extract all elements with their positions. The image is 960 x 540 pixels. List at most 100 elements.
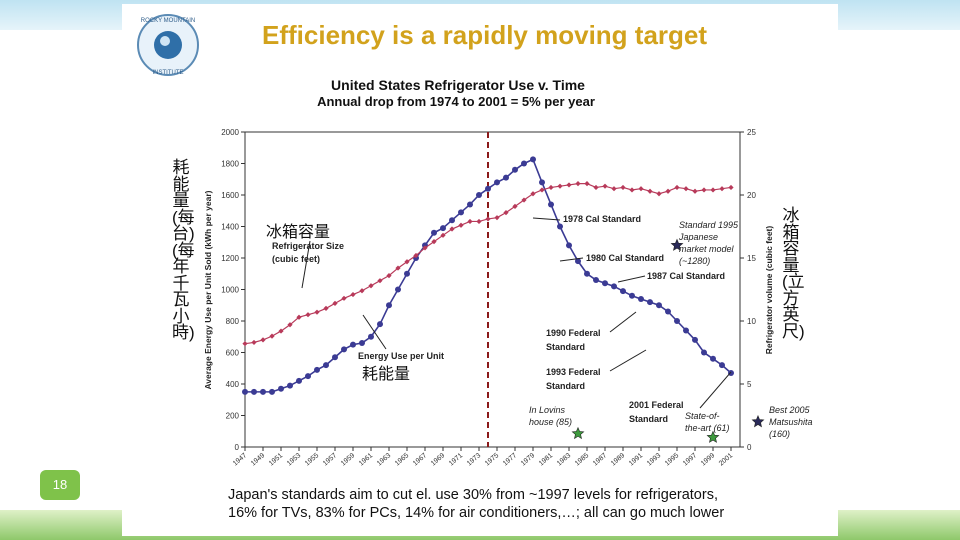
- state-of-art-label: the-art (61): [685, 423, 730, 433]
- x-tick-label: 1983: [556, 452, 573, 467]
- lovins-label: house (85): [529, 417, 572, 427]
- state-of-art-label: State-of-: [685, 411, 720, 421]
- size-point: [287, 322, 293, 328]
- chart-subtitle: Annual drop from 1974 to 2001 = 5% per y…: [317, 94, 595, 109]
- institute-logo: ROCKY MOUNTAIN INSTITUTE: [137, 14, 199, 76]
- energy-point: [494, 179, 500, 186]
- size-point: [242, 341, 248, 347]
- energy-point: [458, 209, 464, 216]
- energy-point: [485, 185, 491, 192]
- size-point: [413, 252, 419, 259]
- size-point: [332, 300, 338, 306]
- size-point: [611, 186, 617, 192]
- std-1987-arrow: [617, 275, 646, 283]
- size-point: [377, 278, 383, 284]
- size-point: [260, 337, 266, 343]
- footer-line-2: 16% for TVs, 83% for PCs, 14% for air co…: [228, 505, 725, 521]
- energy-point: [377, 321, 383, 328]
- size-point: [548, 184, 554, 191]
- y2-tick-label: 25: [747, 128, 756, 137]
- size-point: [404, 259, 410, 265]
- energy-point: [350, 341, 356, 348]
- x-tick-label: 1947: [232, 452, 249, 467]
- size-point: [665, 188, 671, 194]
- size-point: [251, 339, 257, 346]
- x-tick-label: 1949: [250, 452, 267, 467]
- size-point: [584, 181, 590, 187]
- energy-point: [431, 229, 437, 236]
- size-point: [692, 188, 698, 194]
- energy-point: [242, 388, 248, 395]
- page-number: 18: [40, 470, 80, 500]
- std-1990-arrow: [609, 311, 637, 333]
- energy-point: [287, 382, 293, 389]
- x-tick-label: 1993: [646, 452, 663, 467]
- x-tick-label: 1951: [268, 452, 285, 467]
- x-tick-label: 1989: [610, 452, 627, 467]
- size-point: [683, 186, 689, 192]
- energy-point: [620, 288, 626, 295]
- size-cjk-label: 冰箱容量: [266, 224, 331, 241]
- left-axis-cjk-label: 耗能量(每台)(每年千瓦小時): [172, 158, 195, 342]
- size-point: [674, 184, 680, 191]
- std-1980-arrow: [559, 257, 584, 262]
- best-2005-label: (160): [769, 429, 790, 439]
- best-2005-label: Matsushita: [769, 417, 813, 427]
- size-point: [701, 187, 707, 193]
- energy-point: [692, 336, 698, 343]
- x-tick-label: 1971: [448, 452, 465, 467]
- size-point: [440, 232, 446, 238]
- std-1987-label: 1987 Cal Standard: [647, 271, 725, 281]
- energy-point: [710, 355, 716, 362]
- std-1978-arrow: [532, 217, 561, 221]
- size-point: [458, 222, 464, 228]
- y-axis-label: Average Energy Use per Unit Sold (kWh pe…: [203, 190, 213, 389]
- best-2005-star: [751, 415, 765, 428]
- energy-point: [665, 308, 671, 315]
- x-tick-label: 1961: [358, 452, 375, 467]
- refrigerator-chart: United States Refrigerator Use v. TimeAn…: [203, 77, 813, 468]
- energy-point: [548, 201, 554, 208]
- x-tick-label: 1955: [304, 452, 321, 467]
- size-point: [521, 197, 527, 203]
- size-point: [620, 184, 626, 191]
- energy-point: [512, 166, 518, 173]
- japan-model-label: Standard 1995: [679, 220, 739, 230]
- energy-point: [467, 201, 473, 208]
- energy-point: [323, 362, 329, 369]
- size-point: [512, 203, 518, 209]
- energy-point: [368, 333, 374, 340]
- energy-point: [611, 283, 617, 290]
- size-point: [530, 191, 536, 197]
- x-tick-label: 1967: [412, 452, 429, 467]
- y2-tick-label: 15: [747, 254, 756, 263]
- x-tick-label: 1963: [376, 452, 393, 467]
- size-point: [350, 291, 356, 298]
- y-tick-label: 1200: [221, 254, 239, 263]
- energy-point: [386, 302, 392, 309]
- energy-point: [530, 156, 536, 163]
- energy-point: [647, 299, 653, 306]
- x-tick-label: 1965: [394, 452, 411, 467]
- size-point: [566, 182, 572, 188]
- energy-cjk-label: 耗能量: [362, 366, 411, 383]
- size-point: [368, 283, 374, 289]
- energy-point: [278, 385, 284, 392]
- y2-tick-label: 10: [747, 317, 756, 326]
- std-1993-label-2: Standard: [546, 381, 585, 391]
- energy-label: Energy Use per Unit: [358, 351, 444, 361]
- energy-point: [341, 346, 347, 353]
- energy-point: [638, 295, 644, 302]
- energy-point: [476, 192, 482, 198]
- size-point: [395, 265, 401, 271]
- energy-arrow: [362, 314, 387, 350]
- x-tick-label: 1979: [520, 452, 537, 467]
- size-point: [602, 183, 608, 189]
- energy-point: [305, 373, 311, 380]
- japan-model-star: [670, 238, 684, 251]
- energy-point: [404, 270, 410, 277]
- japan-model-label: Japanese: [678, 232, 718, 242]
- y-tick-label: 0: [235, 443, 240, 452]
- y-tick-label: 2000: [221, 128, 239, 137]
- size-point: [656, 191, 662, 197]
